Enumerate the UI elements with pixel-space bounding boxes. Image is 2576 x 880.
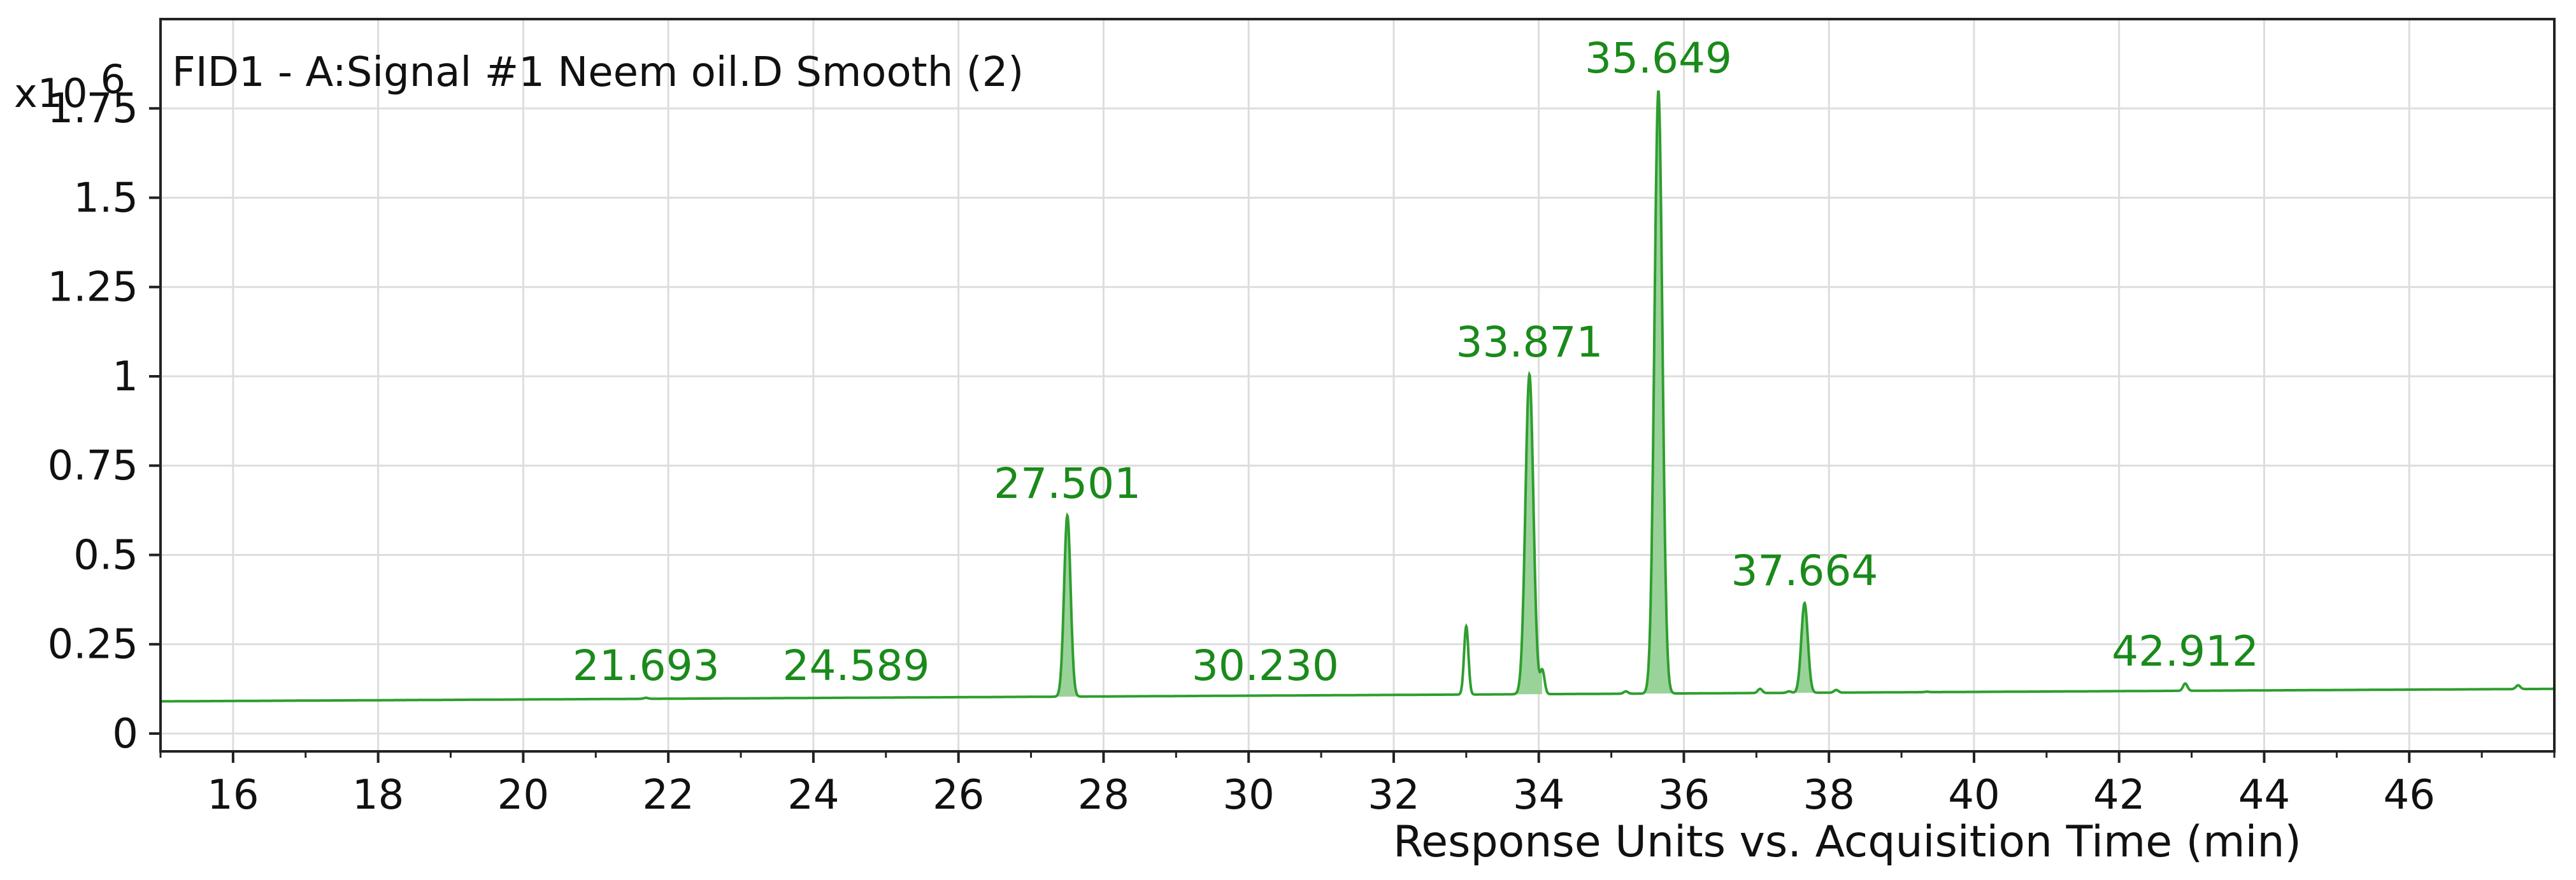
plot-title: FID1 - A:Signal #1 Neem oil.D Smooth (2): [172, 49, 1024, 96]
x-tick-label: 38: [1803, 772, 1854, 819]
signal-line-layer: [161, 90, 2554, 703]
y-tick-label: 1.75: [48, 85, 139, 132]
y-tick-label: 1.25: [48, 264, 139, 311]
x-tick-label: 26: [933, 772, 984, 819]
x-tick-label: 20: [497, 772, 549, 819]
y-scale-base: x10: [14, 70, 88, 117]
y-tick-label: 0.5: [73, 532, 138, 579]
x-tick-label: 42: [2093, 772, 2145, 819]
peak-label: 35.649: [1585, 34, 1732, 83]
peak-label: 37.664: [1731, 546, 1878, 595]
x-tick-label: 30: [1222, 772, 1274, 819]
signal-trace: [161, 90, 2554, 703]
y-tick-layer: 0 0.25 0.5 0.75 1 1.25 1.5 1.75: [48, 85, 161, 758]
y-tick-label: 0.25: [48, 621, 139, 669]
y-tick-label: 1.5: [73, 174, 138, 222]
x-tick-layer: 16 18 20 22 24 26 28 30 32 34 36 38 40 42 44 46: [159, 751, 2556, 819]
y-scale-exponent: 6: [101, 56, 125, 103]
grid-layer: [161, 19, 2554, 751]
x-tick-label: 24: [787, 772, 839, 819]
y-tick-label: 1: [112, 353, 138, 401]
x-tick-label: 18: [352, 772, 404, 819]
plot-frame: [159, 18, 2556, 753]
peak-label-layer: 21.693 24.589 27.501 30.230 33.871 35.649 37.6…: [573, 34, 2259, 690]
x-tick-label: 22: [642, 772, 694, 819]
peak-label: 42.912: [2112, 627, 2259, 676]
x-tick-label: 32: [1368, 772, 1419, 819]
peak-label: 33.871: [1456, 318, 1603, 367]
y-tick-label: 0: [112, 711, 138, 758]
x-axis-title: Response Units vs. Acquisition Time (min…: [1393, 817, 2301, 867]
x-tick-label: 40: [1948, 772, 2000, 819]
y-tick-label: 0.75: [48, 443, 139, 490]
peak-label: 27.501: [994, 459, 1141, 508]
x-tick-label: 16: [207, 772, 259, 819]
y-scale-label: x10 6: [14, 56, 125, 117]
x-tick-label: 28: [1078, 772, 1129, 819]
x-tick-label: 46: [2384, 772, 2435, 819]
peak-label: 21.693: [573, 641, 720, 690]
peak-label: 30.230: [1192, 641, 1339, 690]
x-tick-label: 44: [2238, 772, 2290, 819]
peak-label: 24.589: [783, 641, 930, 690]
x-tick-label: 36: [1658, 772, 1710, 819]
x-tick-label: 34: [1513, 772, 1564, 819]
